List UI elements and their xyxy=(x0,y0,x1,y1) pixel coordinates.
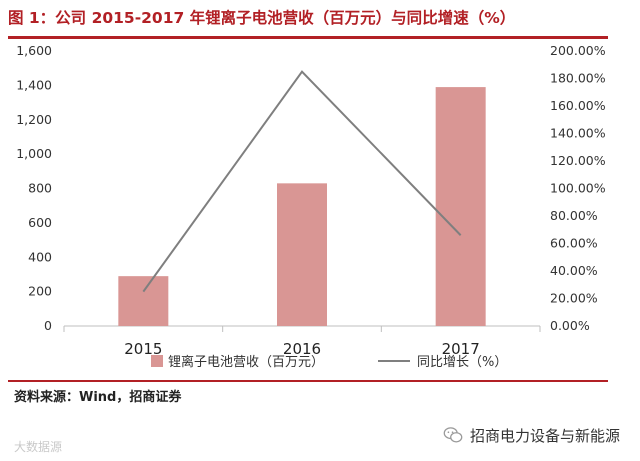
left-tick-label: 1,000 xyxy=(16,146,52,161)
right-tick-label: 160.00% xyxy=(550,98,606,113)
right-tick-label: 200.00% xyxy=(550,43,606,58)
legend-label-growth: 同比增长（%） xyxy=(417,355,507,370)
combo-chart: 0 200 400 600 800 1,000 1,200 1,400 1,600 0.00% 2… xyxy=(16,43,606,370)
left-tick-label: 400 xyxy=(28,249,52,264)
right-tick-label: 80.00% xyxy=(550,208,598,223)
legend: 锂离子电池营收（百万元） 同比增长（%） xyxy=(151,354,507,370)
x-tick-label: 2015 xyxy=(124,340,162,358)
right-tick-label: 20.00% xyxy=(550,291,598,306)
x-tick-label: 2016 xyxy=(283,340,321,358)
right-tick-label: 120.00% xyxy=(550,153,606,168)
right-tick-label: 180.00% xyxy=(550,71,606,86)
x-axis: 2015 2016 2017 xyxy=(63,326,541,358)
right-tick-label: 0.00% xyxy=(550,318,590,333)
bar-series xyxy=(118,87,486,326)
watermark-text: 大数据源 xyxy=(14,440,63,454)
wechat-icon xyxy=(443,427,463,443)
right-tick-label: 140.00% xyxy=(550,126,606,141)
right-tick-label: 40.00% xyxy=(550,263,598,278)
left-tick-label: 1,600 xyxy=(16,43,52,58)
left-tick-label: 600 xyxy=(28,215,52,230)
brand-name: 招商电力设备与新能源 xyxy=(469,426,620,445)
left-tick-label: 800 xyxy=(28,181,52,196)
chart-title: 图 1：公司 2015-2017 年锂离子电池营收（百万元）与同比增速（%） xyxy=(8,9,516,27)
legend-swatch-revenue xyxy=(151,355,163,367)
right-axis: 0.00% 20.00% 40.00% 60.00% 80.00% 100.00% 120.… xyxy=(550,43,606,333)
left-axis: 0 200 400 600 800 1,000 1,200 1,400 1,600 xyxy=(16,43,52,333)
left-tick-label: 1,400 xyxy=(16,77,52,92)
title-rule xyxy=(8,36,608,39)
right-tick-label: 100.00% xyxy=(550,181,606,196)
left-tick-label: 0 xyxy=(44,318,52,333)
revenue-bar xyxy=(118,276,169,326)
legend-label-revenue: 锂离子电池营收（百万元） xyxy=(168,354,324,370)
left-tick-label: 200 xyxy=(28,284,52,299)
source-rule xyxy=(8,380,608,382)
growth-line xyxy=(142,70,462,293)
right-tick-label: 60.00% xyxy=(550,236,598,251)
revenue-bar xyxy=(435,87,486,326)
revenue-bar xyxy=(277,183,327,326)
brand-tag: 招商电力设备与新能源 xyxy=(442,424,620,446)
source-note: 资料来源：Wind，招商证券 xyxy=(14,390,182,405)
x-tick-label: 2017 xyxy=(442,340,480,358)
left-tick-label: 1,200 xyxy=(16,112,52,127)
